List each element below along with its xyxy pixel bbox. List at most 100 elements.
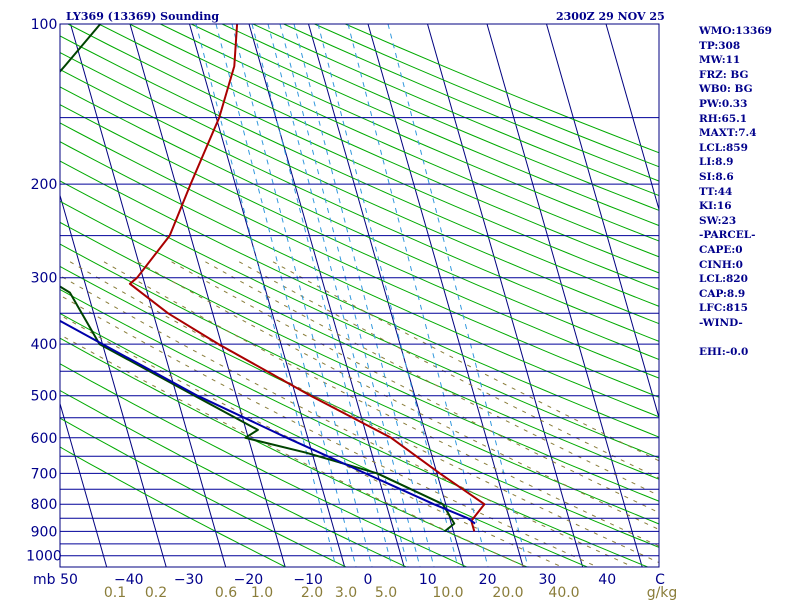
pressure-tick-label: 500 (31, 389, 58, 405)
isotherm-line (60, 401, 108, 567)
pressure-tick-label: 200 (31, 177, 58, 193)
isotherm-line (248, 24, 405, 567)
sounding-traces (60, 24, 486, 533)
index-item (699, 330, 772, 345)
index-item: KI:16 (699, 200, 732, 213)
index-item: SI:8.6 (699, 170, 734, 183)
isotherm-line (129, 24, 286, 567)
index-item: PW:0.33 (699, 97, 748, 110)
temperature-line (128, 24, 486, 532)
isotherm-line (546, 24, 659, 420)
temperature-tick-label: 50 (60, 572, 78, 588)
index-item: LFC:815 (699, 302, 748, 315)
index-item: LCL:820 (699, 273, 748, 286)
isobar-lines (60, 23, 659, 568)
temperature-tick-label: 10 (419, 572, 437, 588)
temperature-tick-label: 40 (598, 572, 616, 588)
index-item: WB0: BG (699, 83, 753, 96)
pressure-unit-label: mb (33, 572, 56, 588)
index-item: FRZ: BG (699, 68, 749, 81)
valid-time: 2300Z 29 NOV 25 (556, 10, 665, 23)
mixing-ratio-label: 10.0 (432, 585, 463, 600)
isotherm-line (60, 193, 167, 567)
mixing-ratio-line (387, 24, 529, 567)
index-item: -PARCEL- (699, 229, 756, 242)
dry-adiabat-line (60, 68, 659, 342)
dry-adiabat-line (60, 35, 659, 307)
mixing-ratio-label: 40.0 (548, 585, 579, 600)
temperature-tick-label: −20 (234, 572, 264, 588)
mixing-ratio-line (279, 24, 421, 567)
mixing-ratio-label: 0.6 (215, 585, 237, 600)
moist-adiabat-line (60, 294, 599, 567)
pressure-tick-label: 400 (31, 337, 58, 353)
mixing-ratio-label: 2.0 (301, 585, 323, 600)
mixing-ratio-line (347, 24, 489, 567)
mixing-ratio-line (251, 24, 393, 567)
mixing-ratio-label: 20.0 (492, 585, 523, 600)
temperature-tick-label: 0 (364, 572, 373, 588)
moist-adiabat-line (137, 261, 659, 531)
moist-adiabat-line (60, 314, 564, 567)
pressure-tick-label: 300 (31, 271, 58, 287)
moist-adiabat-line (171, 261, 659, 514)
pressure-tick-label: 900 (31, 524, 58, 540)
index-item: TP:308 (699, 39, 741, 52)
index-item: WMO:13369 (699, 25, 772, 37)
index-item: SW:23 (699, 214, 737, 227)
dry-adiabat-line (60, 122, 659, 398)
mixing-ratio-label: 0.1 (104, 585, 126, 600)
pressure-tick-label: 100 (31, 17, 58, 33)
index-item: EHI:-0.0 (699, 346, 749, 359)
index-item: LI:8.9 (699, 156, 734, 169)
isotherm-line (70, 24, 227, 567)
pressure-tick-label: 700 (31, 466, 58, 482)
mixing-ratio-line (215, 24, 357, 567)
index-item: -WIND- (699, 316, 743, 329)
dewpoint-line (60, 24, 456, 533)
temperature-tick-label: 20 (479, 572, 497, 588)
mixing-ratio-label: 3.0 (335, 585, 357, 600)
dry-adiabat-line (60, 363, 468, 567)
moist-adiabat-line (103, 261, 659, 547)
mixing-ratio-unit-label: g/kg (647, 585, 678, 600)
moist-adiabat-line (60, 334, 528, 567)
mixing-ratio-line (231, 24, 373, 567)
background-grid (60, 24, 659, 567)
dry-adiabat-line (60, 160, 659, 438)
mixing-ratio-label: 0.2 (145, 585, 167, 600)
mixing-ratio-line (293, 24, 435, 567)
temperature-tick-label: −40 (114, 572, 144, 588)
dry-adiabat-line (60, 200, 659, 480)
temperature-tick-label: −10 (293, 572, 323, 588)
parcel-line (60, 319, 476, 525)
index-item: LCL:859 (699, 141, 748, 154)
mixing-ratio-line (317, 24, 459, 567)
dry-adiabat-line (60, 221, 659, 502)
pressure-tick-label: 600 (31, 431, 58, 447)
dry-adiabat-line (60, 243, 659, 525)
plot-frame (59, 23, 660, 568)
dry-adiabat-line (129, 24, 659, 258)
dry-adiabat-line (60, 86, 659, 361)
index-item: CINH:0 (699, 258, 743, 271)
dry-adiabat-line (60, 51, 659, 325)
temperature-tick-label: 30 (538, 572, 556, 588)
isotherm-line (427, 24, 584, 567)
station-title: LY369 (13369) Sounding (66, 10, 220, 23)
index-item: RH:65.1 (699, 112, 748, 125)
isotherm-line (308, 24, 465, 567)
moist-adiabat-line (60, 275, 635, 567)
dry-adiabat-line (67, 24, 659, 290)
index-item: MAXT:7.4 (699, 127, 757, 140)
index-item: MW:11 (699, 54, 741, 67)
mixing-ratio-label: 1.0 (251, 585, 273, 600)
pressure-tick-label: 1000 (26, 549, 62, 565)
isotherm-line (605, 24, 659, 212)
pressure-tick-label: 800 (31, 497, 58, 513)
mixing-ratio-label: 5.0 (375, 585, 397, 600)
stability-indices: WMO:13369 TP:308 MW:11 FRZ: BG WB0: BG PW:0.3… (699, 24, 772, 360)
temperature-unit-label: C (655, 572, 665, 588)
